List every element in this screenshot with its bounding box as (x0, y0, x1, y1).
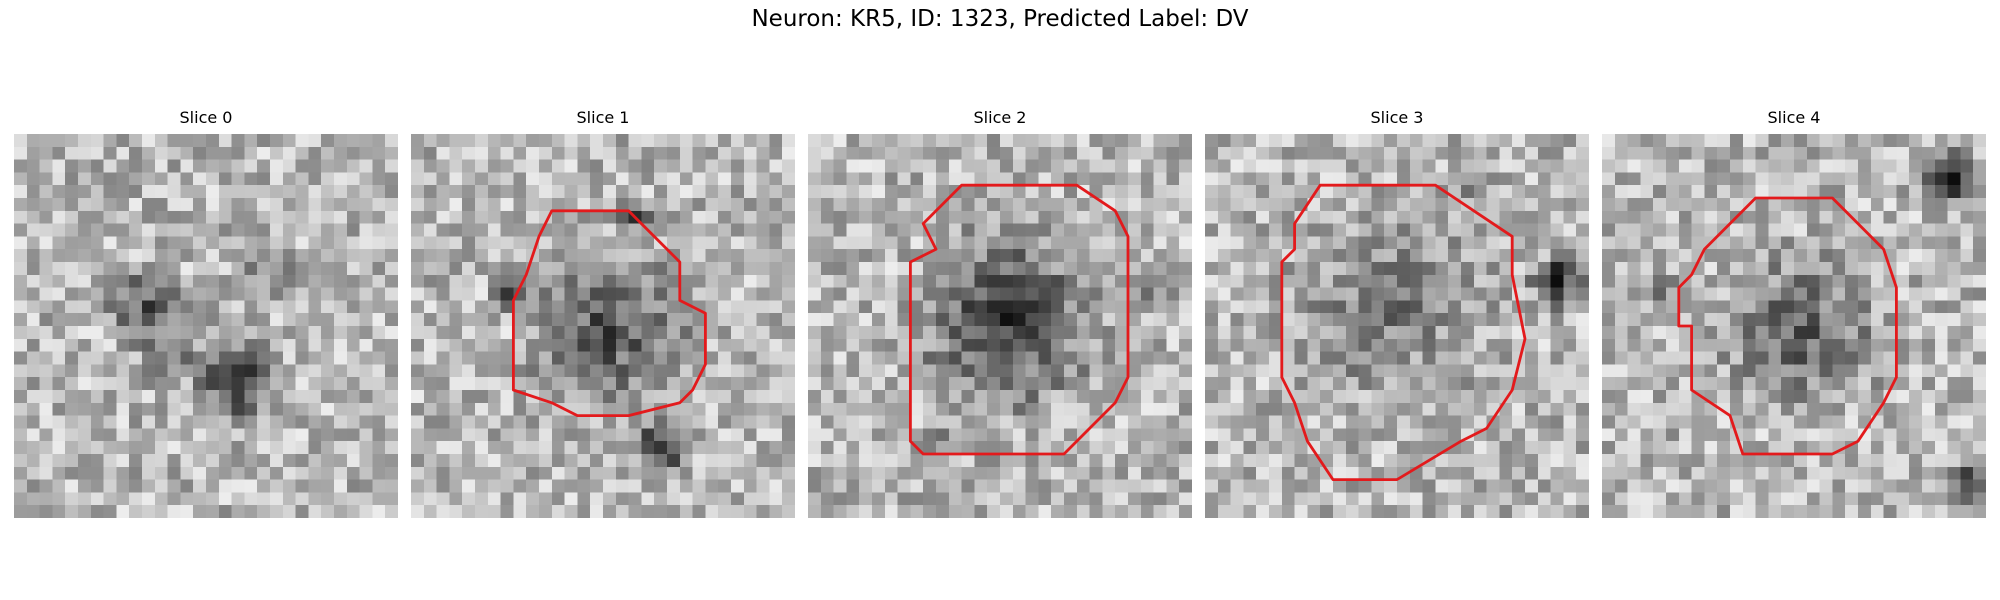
slice-title: Slice 4 (1767, 108, 1821, 127)
slice-title: Slice 3 (1370, 108, 1424, 127)
slice-image-3 (1205, 134, 1589, 518)
figure-title: Neuron: KR5, ID: 1323, Predicted Label: … (751, 6, 1249, 32)
slice-title: Slice 2 (973, 108, 1027, 127)
slice-image-4 (1602, 134, 1986, 518)
slice-title: Slice 1 (576, 108, 630, 127)
slice-image-2 (808, 134, 1192, 518)
segmentation-contour (908, 183, 1130, 456)
segmentation-contour (1677, 196, 1898, 456)
segmentation-contour (511, 209, 707, 418)
slice-image-0 (14, 134, 398, 518)
slice-title: Slice 0 (179, 108, 233, 127)
segmentation-contour (1280, 183, 1527, 482)
slice-image-1 (411, 134, 795, 518)
